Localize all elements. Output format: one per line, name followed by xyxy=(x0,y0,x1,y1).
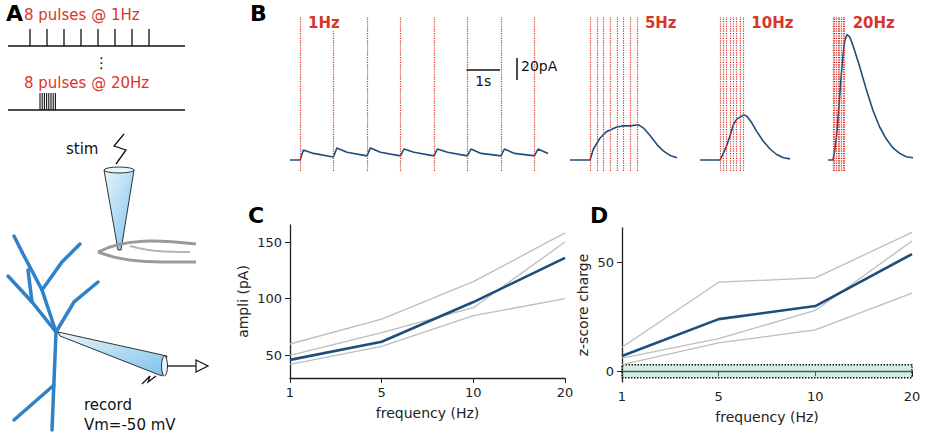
svg-text:Vm=-50 mV: Vm=-50 mV xyxy=(84,416,176,434)
svg-text:10: 10 xyxy=(465,385,482,400)
svg-text:50: 50 xyxy=(265,348,282,363)
svg-text:5: 5 xyxy=(378,385,386,400)
svg-text:10: 10 xyxy=(807,389,824,404)
svg-text:50: 50 xyxy=(597,255,614,270)
svg-text:stim: stim xyxy=(66,140,98,158)
svg-text:frequency (Hz): frequency (Hz) xyxy=(376,405,479,421)
svg-text:8 pulses @ 20Hz: 8 pulses @ 20Hz xyxy=(24,74,149,92)
svg-text:1: 1 xyxy=(618,389,626,404)
svg-text:C: C xyxy=(248,203,264,228)
svg-text:B: B xyxy=(250,1,267,26)
svg-text:record: record xyxy=(84,396,132,414)
svg-text:5Hz: 5Hz xyxy=(645,14,677,32)
svg-text:0: 0 xyxy=(606,364,614,379)
svg-text:20pA: 20pA xyxy=(521,58,558,74)
svg-text:1: 1 xyxy=(286,385,294,400)
svg-text:10Hz: 10Hz xyxy=(751,14,793,32)
svg-text:100: 100 xyxy=(257,291,282,306)
svg-text:ampli (pA): ampli (pA) xyxy=(235,265,251,338)
svg-text:20: 20 xyxy=(557,385,574,400)
svg-text:frequency (Hz): frequency (Hz) xyxy=(715,409,818,425)
svg-text:1s: 1s xyxy=(475,73,491,89)
svg-text:20Hz: 20Hz xyxy=(853,14,895,32)
svg-text:D: D xyxy=(590,203,608,228)
svg-text:1Hz: 1Hz xyxy=(308,14,340,32)
svg-text:z-score charge: z-score charge xyxy=(575,254,591,357)
svg-text:⋮: ⋮ xyxy=(94,54,109,72)
svg-text:8 pulses @ 1Hz: 8 pulses @ 1Hz xyxy=(24,6,140,24)
svg-text:20: 20 xyxy=(904,389,921,404)
svg-text:A: A xyxy=(6,1,23,26)
svg-text:5: 5 xyxy=(715,389,723,404)
svg-text:150: 150 xyxy=(257,235,282,250)
